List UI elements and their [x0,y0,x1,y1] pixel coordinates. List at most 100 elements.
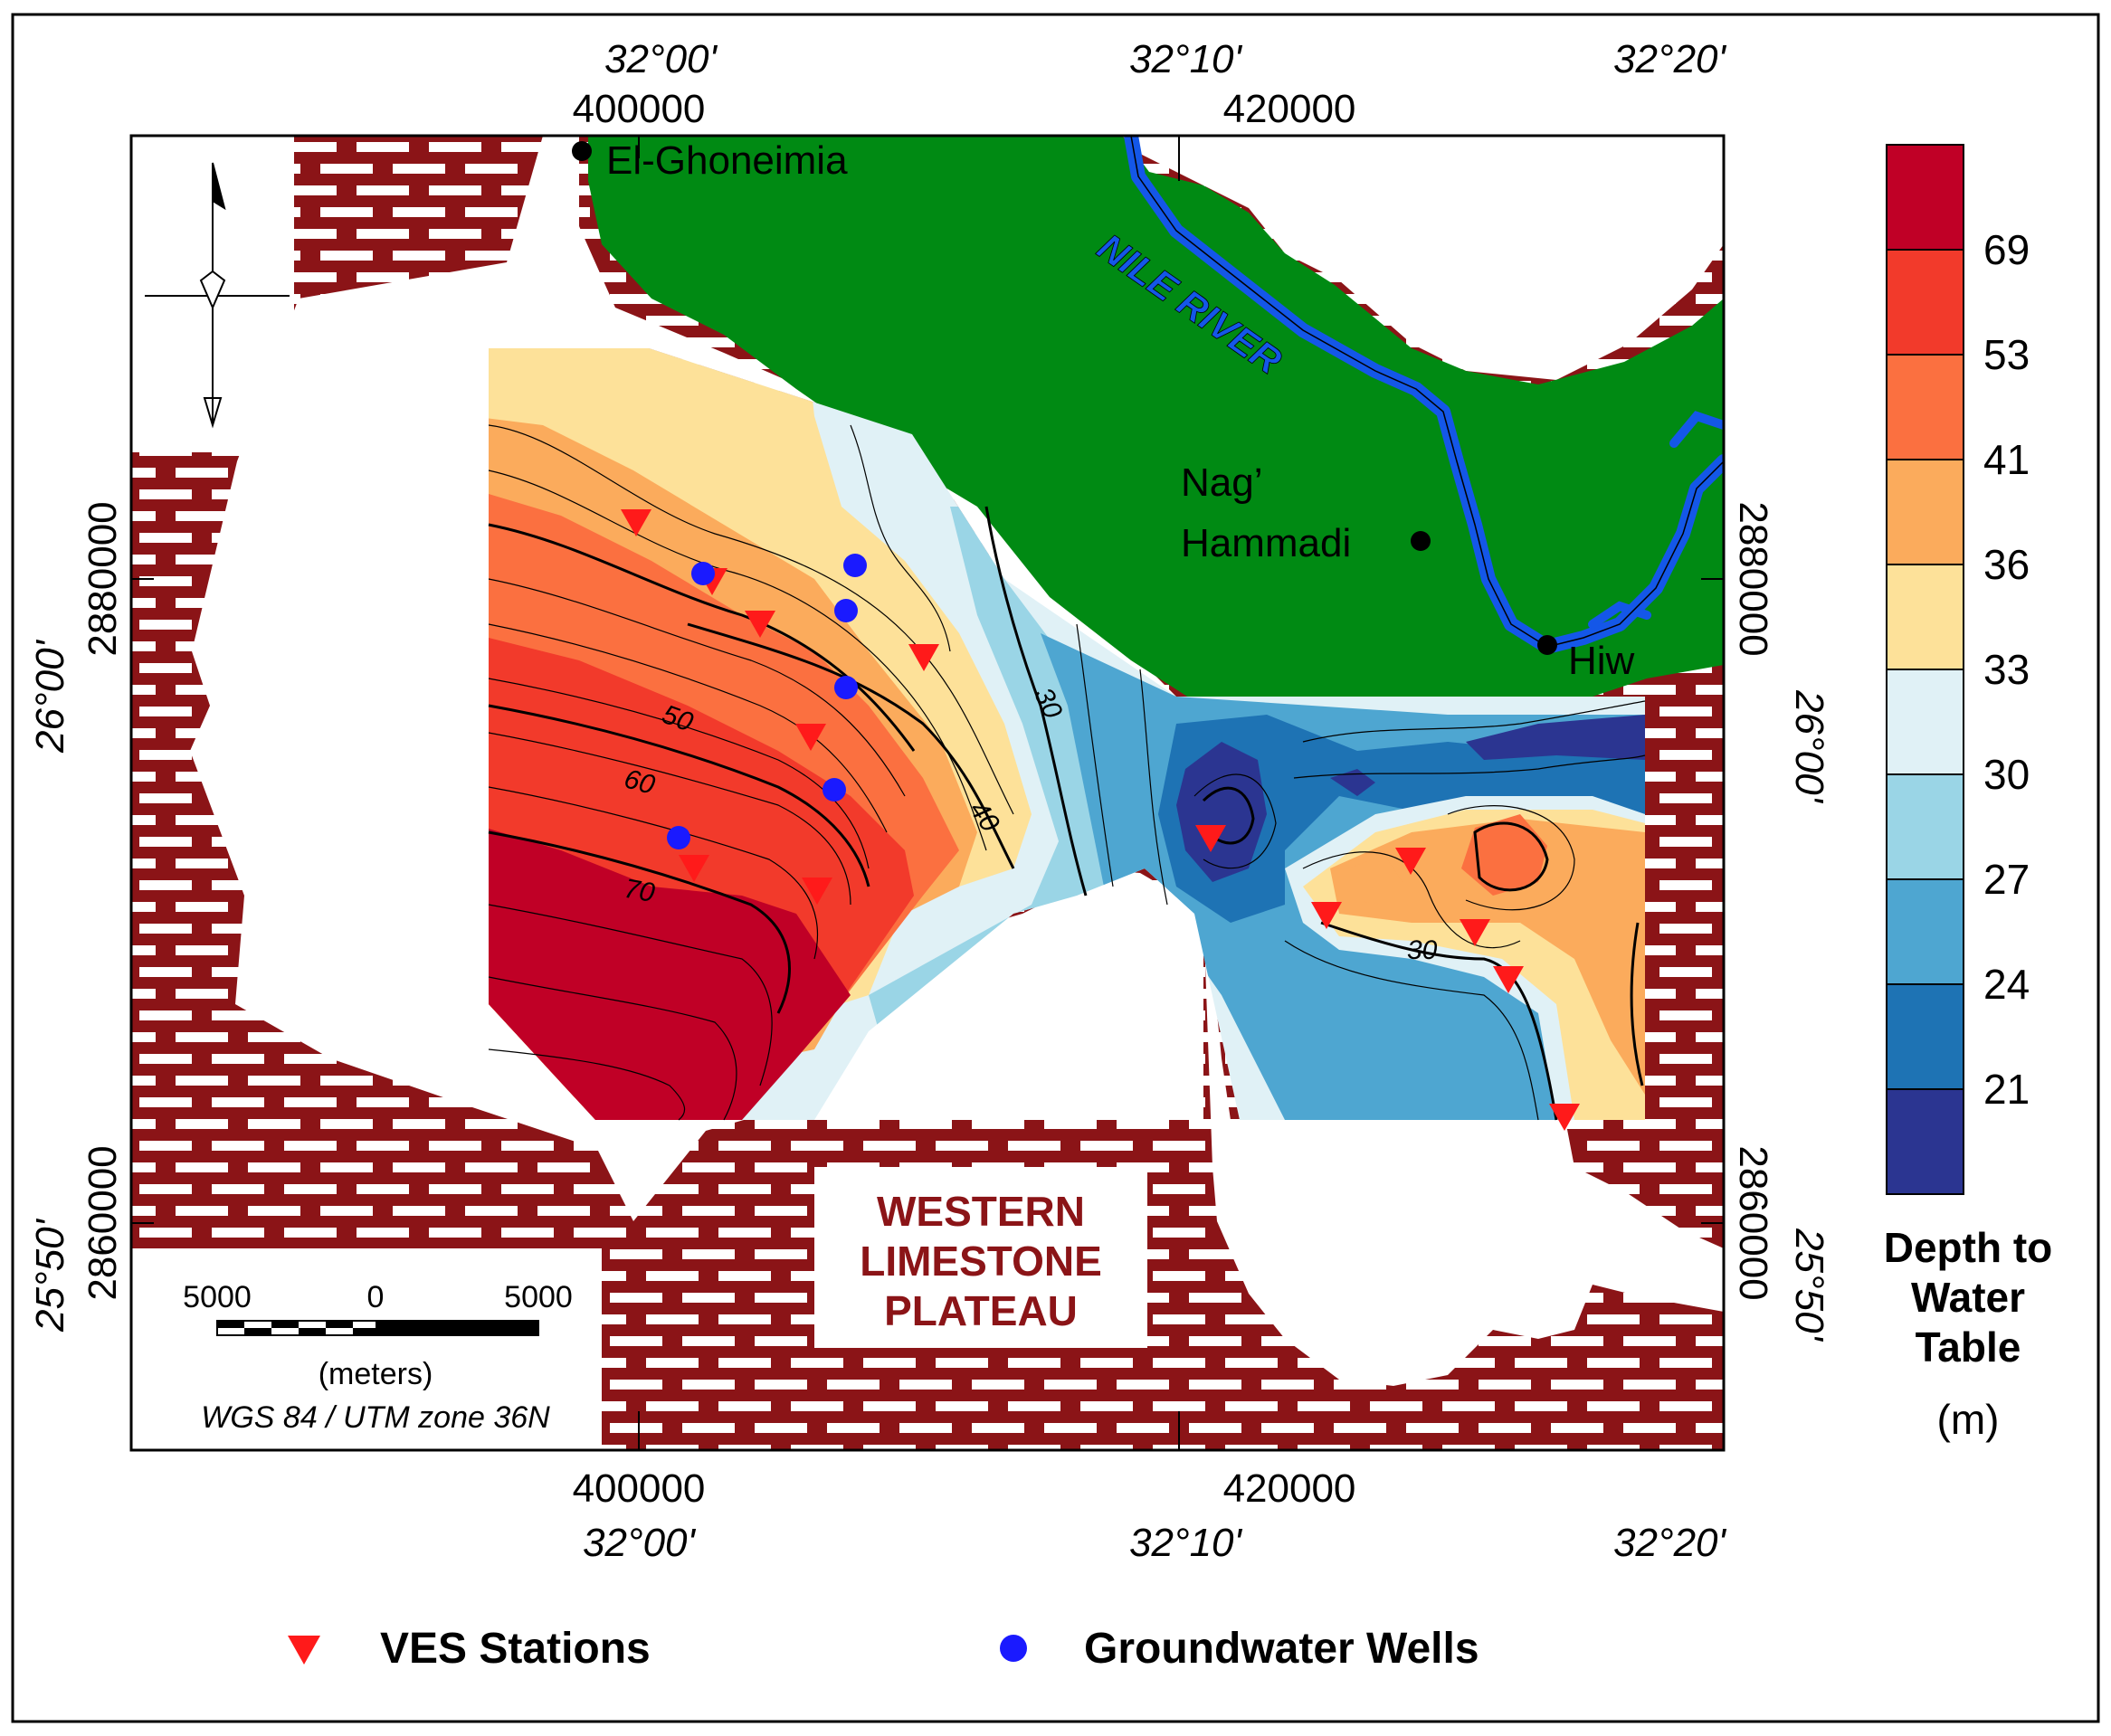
ves-station-marker [802,877,832,905]
nag-hammadi-marker [1411,531,1431,551]
graticule-ticks [131,136,1724,1450]
bottom-utm-label-2: 420000 [1223,1466,1356,1511]
color-scale-tick-label: 24 [1983,961,2030,1008]
ves-station-marker [1195,825,1226,852]
top-utm-label-2: 420000 [1223,87,1356,131]
plateau-label-box [814,1167,1147,1348]
right-utm-label-1: 2880000 [1731,501,1775,656]
contour-label-70: 70 [622,874,657,908]
scale-title-line3: Table [1916,1323,2021,1371]
scale-bar-box [131,1248,602,1450]
color-scale-swatch [1886,669,1964,775]
color-scale-tick-label: 27 [1983,856,2030,903]
color-scale-tick-label: 30 [1983,751,2030,798]
bottom-utm-label-1: 400000 [573,1466,706,1511]
band-lt21 [1176,715,1645,882]
ves-station-marker [745,611,775,638]
top-lon-label-1: 32°00' [604,37,718,81]
north-arrow-icon [145,162,290,429]
map-border [129,134,1726,1452]
bottom-lon-label-1: 32°00' [583,1521,696,1565]
ves-station-marker [1395,848,1426,875]
color-scale-tick-label: 41 [1983,436,2030,483]
el-ghoneimia-label: El-Ghoneimia [606,138,848,183]
color-scale-tick-label: 36 [1983,541,2030,588]
map-area: 50 60 70 40 30 30 5000 0 [131,136,1724,1450]
wells-legend-icon [1000,1635,1027,1662]
right-utm-label-2: 2860000 [1731,1145,1775,1300]
scale-label-mid: 0 [367,1280,385,1314]
contour-lines [488,424,1646,1121]
hiw-marker [1537,635,1557,655]
groundwater-wells [667,554,867,849]
nag-hammadi-label-2: Hammadi [1181,521,1351,565]
color-scale-swatch [1886,249,1964,356]
eastern-lowland [1203,914,1724,1386]
right-lat-label-2: 25°50' [1787,1228,1831,1342]
scale-title-line2: Water [1911,1274,2025,1321]
ves-station-marker [1311,902,1342,929]
band-21-24 [1158,715,1645,923]
color-scale-tick-label: 69 [1983,226,2030,273]
scale-title-line1: Depth to [1884,1224,2053,1271]
plateau-label-line1: WESTERN [877,1188,1085,1235]
color-scale-swatch [1886,354,1964,460]
left-utm-label-1: 2880000 [81,501,125,656]
color-scale-tick-label: 21 [1983,1066,2030,1113]
top-utm-label-1: 400000 [573,87,706,131]
band-east-patch [1348,855,1403,905]
depth-color-scale: 69 53 41 36 33 30 27 24 21 [1886,144,2030,1195]
plateau-label-line2: LIMESTONE [860,1238,1102,1285]
left-utm-label-2: 2860000 [81,1145,125,1300]
bottom-lon-label-3: 32°20' [1613,1521,1726,1565]
color-scale-swatch [1886,564,1964,670]
ves-station-marker [1460,919,1490,946]
left-lat-label-2: 25°50' [28,1218,72,1332]
well-marker [834,599,858,622]
top-lon-label-3: 32°20' [1613,37,1726,81]
top-lon-label-2: 32°10' [1129,37,1242,81]
well-marker [834,676,858,699]
well-marker [823,778,846,802]
projection-label: WGS 84 / UTM zone 36N [201,1400,550,1435]
well-marker [667,826,690,849]
well-marker [691,562,715,585]
ves-station-marker [621,509,651,536]
color-scale-swatch [1886,983,1964,1090]
ves-station-marker [1549,1104,1580,1131]
north-eastern-lowland [1122,136,1724,380]
ves-station-marker [679,855,709,882]
color-scale-tick-label: 33 [1983,646,2030,693]
hiw-label: Hiw [1568,639,1635,683]
bottom-lon-label-2: 32°10' [1129,1521,1242,1565]
nile-river-outline [1130,136,1724,648]
band-east-36-41 [1330,819,1645,1095]
scale-label-left: 5000 [183,1280,252,1314]
band-gt69 [489,823,851,1120]
color-scale-swatch [1886,773,1964,880]
color-scale-swatch [1886,878,1964,985]
scale-unit: (meters) [319,1357,433,1391]
el-ghoneimia-marker [572,141,592,161]
ves-station-marker [908,644,939,671]
well-marker [843,554,867,577]
contour-label-30-east: 30 [1407,935,1438,965]
color-scale-tick-label: 53 [1983,331,2030,378]
ves-legend-icon [288,1636,320,1665]
ves-station-marker [1493,966,1524,993]
nag-hammadi-label-1: Nag’ [1181,460,1263,505]
color-scale-swatch [1886,144,1964,251]
nile-river-channel [1588,411,1724,629]
plateau-label-line3: PLATEAU [884,1287,1078,1334]
band-east-41-53 [1461,814,1547,896]
left-lat-label-1: 26°00' [28,639,72,753]
scale-label-right: 5000 [504,1280,573,1314]
nile-floodplain [588,136,1724,737]
scale-unit: (m) [1937,1396,2000,1443]
color-scale-swatch [1886,459,1964,565]
scale-bar [216,1320,539,1336]
wells-legend-label: Groundwater Wells [1084,1625,1479,1673]
right-lat-label-1: 26°00' [1787,689,1831,803]
ves-legend-label: VES Stations [380,1625,651,1673]
